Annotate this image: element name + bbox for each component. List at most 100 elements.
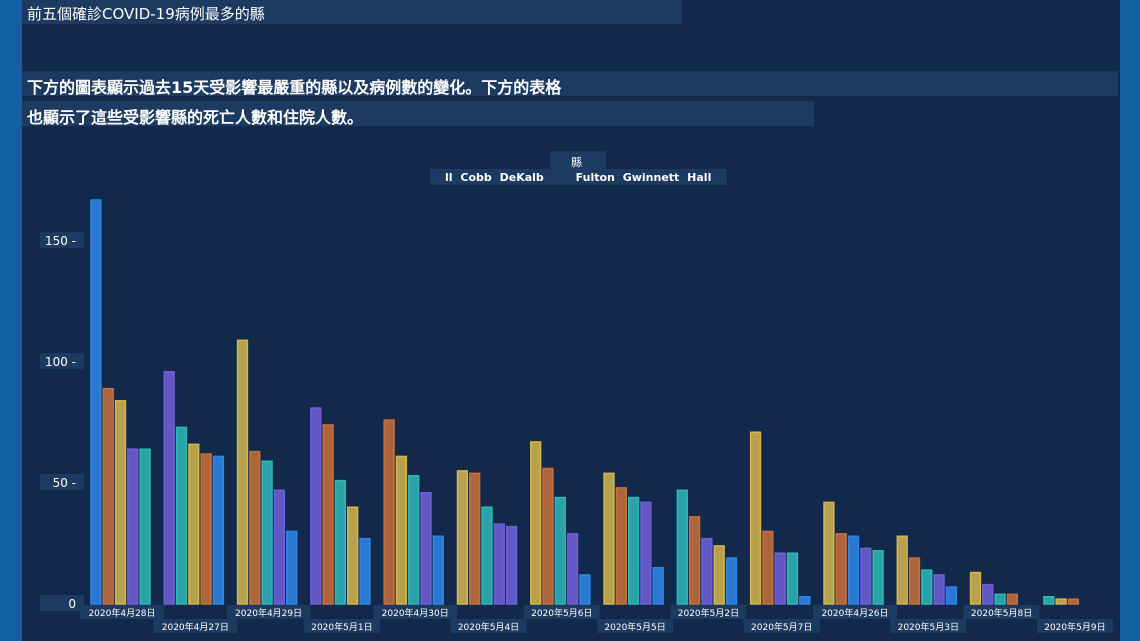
x-tick-bg: [226, 605, 311, 619]
bar[interactable]: [921, 569, 933, 605]
bar[interactable]: [835, 533, 847, 605]
bar[interactable]: [945, 586, 958, 605]
x-tick-bg: [670, 605, 747, 619]
bar[interactable]: [188, 443, 200, 605]
bar[interactable]: [554, 496, 566, 605]
bar[interactable]: [359, 537, 371, 605]
bar[interactable]: [383, 419, 395, 605]
x-tick-label: 2020年5月2日: [678, 607, 739, 619]
bar[interactable]: [236, 339, 249, 605]
bar[interactable]: [786, 552, 799, 605]
y-tick-bg: [40, 353, 84, 370]
bar[interactable]: [969, 571, 982, 605]
bar[interactable]: [334, 479, 347, 605]
y-tick-label: 0: [68, 597, 76, 611]
legend: ll Cobb DeKalb Fulton Gwinnett Hall: [445, 171, 711, 184]
bar[interactable]: [982, 583, 994, 605]
bar[interactable]: [908, 557, 921, 605]
bar[interactable]: [640, 501, 652, 605]
bar[interactable]: [1043, 595, 1055, 605]
x-tick-bg: [303, 619, 380, 633]
bar[interactable]: [163, 371, 175, 605]
bar[interactable]: [542, 467, 554, 605]
bar[interactable]: [408, 475, 420, 605]
bar[interactable]: [286, 530, 298, 605]
bar[interactable]: [627, 496, 640, 605]
bar[interactable]: [310, 407, 322, 605]
bar[interactable]: [481, 506, 493, 605]
x-tick-bg: [1036, 619, 1113, 633]
x-tick-label: 2020年4月26日: [821, 607, 888, 619]
bar[interactable]: [1055, 598, 1067, 605]
bar[interactable]: [420, 491, 432, 605]
bar[interactable]: [579, 574, 591, 605]
legend-item[interactable]: Fulton: [575, 171, 615, 184]
bar[interactable]: [1006, 593, 1019, 605]
x-tick-label: 2020年5月5日: [604, 621, 665, 633]
bar[interactable]: [322, 424, 334, 605]
bar[interactable]: [799, 595, 811, 605]
legend-bg: [430, 169, 727, 185]
bar[interactable]: [774, 552, 786, 605]
bar[interactable]: [896, 535, 908, 605]
legend-item[interactable]: Cobb: [460, 171, 492, 184]
bar[interactable]: [347, 506, 359, 605]
bar[interactable]: [713, 545, 725, 605]
x-tick-label: 2020年4月29日: [235, 607, 302, 619]
bar[interactable]: [200, 453, 212, 605]
bar[interactable]: [688, 516, 701, 605]
bar[interactable]: [175, 426, 188, 605]
x-tick-label: 2020年4月28日: [88, 607, 155, 619]
legend-item[interactable]: DeKalb: [499, 171, 544, 184]
bar[interactable]: [872, 550, 884, 605]
bar[interactable]: [933, 574, 945, 605]
x-tick-label: 2020年5月3日: [898, 621, 959, 633]
bar[interactable]: [273, 489, 286, 605]
x-tick-bg: [597, 619, 674, 633]
bar[interactable]: [823, 501, 835, 605]
bar[interactable]: [212, 455, 225, 605]
legend-title: 縣: [571, 156, 582, 169]
bar[interactable]: [652, 566, 664, 605]
y-tick-label: 100 -: [45, 355, 76, 369]
bar[interactable]: [469, 472, 481, 605]
bar[interactable]: [566, 533, 579, 605]
bar[interactable]: [603, 472, 615, 605]
bar[interactable]: [456, 470, 469, 605]
left-edge: [0, 0, 22, 641]
bar[interactable]: [432, 535, 444, 605]
bar[interactable]: [847, 535, 860, 605]
bar[interactable]: [395, 455, 408, 605]
bar[interactable]: [139, 448, 151, 605]
bar[interactable]: [102, 387, 114, 605]
bar[interactable]: [505, 525, 518, 605]
bar[interactable]: [1067, 598, 1080, 605]
y-tick-bg: [40, 474, 84, 491]
legend-item[interactable]: Gwinnett: [622, 171, 680, 184]
bar[interactable]: [127, 448, 139, 605]
bar[interactable]: [493, 523, 505, 605]
bar[interactable]: [615, 487, 627, 605]
bar[interactable]: [90, 199, 102, 605]
bar[interactable]: [860, 547, 872, 605]
bar[interactable]: [261, 460, 273, 605]
bar[interactable]: [530, 441, 542, 605]
x-tick-label: 2020年4月27日: [162, 621, 229, 633]
x-tick-label: 2020年4月30日: [382, 607, 449, 619]
bar[interactable]: [114, 400, 127, 605]
legend-item[interactable]: Hall: [687, 171, 712, 184]
description-bar: [22, 71, 1118, 96]
bar[interactable]: [676, 489, 688, 605]
bar[interactable]: [749, 431, 762, 605]
y-tick-bg: [40, 232, 84, 249]
x-tick-label: 2020年5月1日: [311, 621, 372, 633]
description-bar: [22, 101, 814, 126]
legend-item[interactable]: ll: [445, 171, 453, 184]
bar[interactable]: [762, 530, 774, 605]
y-tick-bg: [40, 595, 84, 611]
bar[interactable]: [249, 450, 261, 605]
bar[interactable]: [994, 593, 1006, 605]
bar[interactable]: [701, 537, 713, 605]
bar[interactable]: [725, 557, 738, 605]
